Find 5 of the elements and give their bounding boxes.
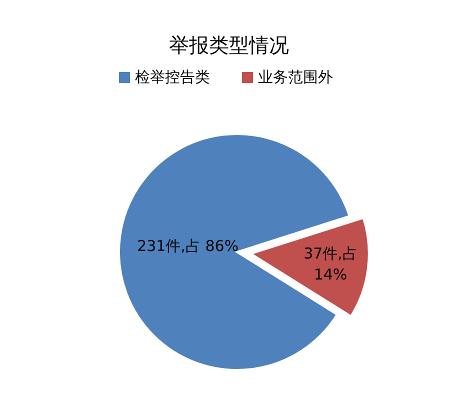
data-label: 231件,占 86% [137, 236, 239, 255]
chart-title: 举报类型情况 [169, 33, 289, 57]
data-label: 37件,占 14% [304, 244, 358, 284]
legend-label: 检举控告类 [135, 68, 210, 86]
legend-label: 业务范围外 [258, 68, 333, 86]
